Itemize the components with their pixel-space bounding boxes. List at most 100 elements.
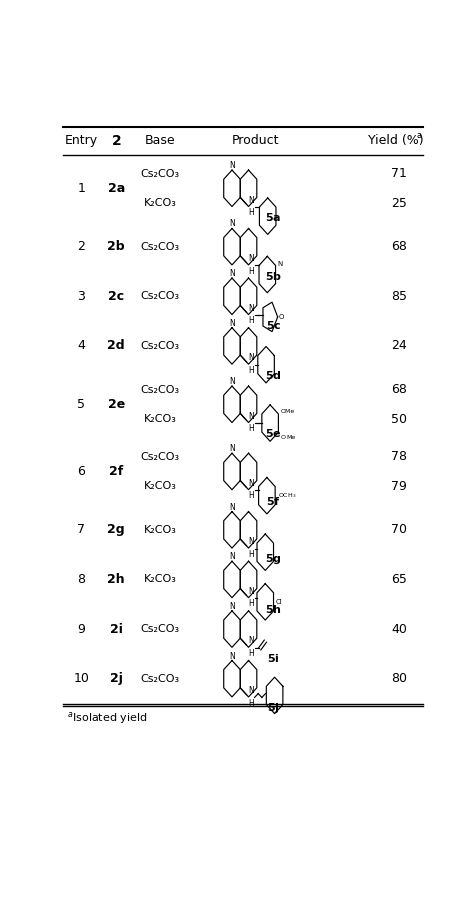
Text: $\bf{5i}$: $\bf{5i}$ bbox=[267, 652, 280, 664]
Text: Cs₂CO₃: Cs₂CO₃ bbox=[141, 341, 180, 351]
Text: Me: Me bbox=[287, 435, 296, 440]
Text: Cs₂CO₃: Cs₂CO₃ bbox=[141, 385, 180, 395]
Text: N: N bbox=[248, 636, 254, 645]
Text: H: H bbox=[248, 600, 254, 608]
Text: N: N bbox=[229, 318, 235, 328]
Text: 2: 2 bbox=[77, 240, 85, 253]
Text: Cs₂CO₃: Cs₂CO₃ bbox=[141, 673, 180, 683]
Text: K₂CO₃: K₂CO₃ bbox=[144, 481, 177, 491]
Text: 71: 71 bbox=[391, 167, 407, 180]
Text: O: O bbox=[280, 435, 285, 440]
Text: Cl: Cl bbox=[276, 599, 283, 605]
Text: $\bf{5a}$: $\bf{5a}$ bbox=[265, 211, 282, 224]
Text: 2e: 2e bbox=[108, 398, 125, 410]
Text: 9: 9 bbox=[77, 622, 85, 635]
Text: Cs₂CO₃: Cs₂CO₃ bbox=[141, 168, 180, 178]
Text: 2a: 2a bbox=[108, 182, 125, 195]
Text: H: H bbox=[248, 424, 254, 433]
Text: 1: 1 bbox=[77, 182, 85, 195]
Text: 2d: 2d bbox=[108, 339, 125, 352]
Text: N: N bbox=[248, 587, 254, 596]
Text: N: N bbox=[229, 444, 235, 453]
Text: 24: 24 bbox=[391, 339, 407, 352]
Text: Cs₂CO₃: Cs₂CO₃ bbox=[141, 451, 180, 461]
Text: 7: 7 bbox=[77, 523, 85, 536]
Text: H: H bbox=[248, 208, 254, 217]
Text: N: N bbox=[229, 377, 235, 386]
Text: N: N bbox=[229, 219, 235, 228]
Text: $\bf{5b}$: $\bf{5b}$ bbox=[265, 270, 282, 282]
Text: H: H bbox=[248, 366, 254, 375]
Text: 65: 65 bbox=[391, 573, 407, 586]
Text: a: a bbox=[417, 131, 422, 140]
Text: K₂CO₃: K₂CO₃ bbox=[144, 525, 177, 535]
Text: $^{a}$Isolated yield: $^{a}$Isolated yield bbox=[66, 710, 147, 725]
Text: N: N bbox=[248, 353, 254, 362]
Text: N: N bbox=[248, 686, 254, 695]
Text: 2h: 2h bbox=[108, 573, 125, 586]
Text: K₂CO₃: K₂CO₃ bbox=[144, 198, 177, 208]
Text: Cs₂CO₃: Cs₂CO₃ bbox=[141, 291, 180, 301]
Text: 2i: 2i bbox=[110, 622, 123, 635]
Text: N: N bbox=[229, 502, 235, 511]
Text: $\bf{5e}$: $\bf{5e}$ bbox=[265, 428, 282, 440]
Text: 80: 80 bbox=[391, 672, 407, 685]
Text: N: N bbox=[248, 479, 254, 488]
Text: 79: 79 bbox=[391, 480, 407, 492]
Text: $\bf{5g}$: $\bf{5g}$ bbox=[265, 552, 282, 566]
Text: 5: 5 bbox=[77, 398, 85, 410]
Text: $\bf{5h}$: $\bf{5h}$ bbox=[265, 602, 282, 614]
Text: H: H bbox=[248, 267, 254, 276]
Text: Entry: Entry bbox=[65, 135, 98, 147]
Text: Cs₂CO₃: Cs₂CO₃ bbox=[141, 624, 180, 634]
Text: H: H bbox=[248, 699, 254, 708]
Text: $\bf{5f}$: $\bf{5f}$ bbox=[266, 495, 281, 507]
Text: N: N bbox=[248, 304, 254, 312]
Text: 2g: 2g bbox=[108, 523, 125, 536]
Text: 4: 4 bbox=[77, 339, 85, 352]
Text: $\bf{5c}$: $\bf{5c}$ bbox=[265, 319, 281, 331]
Text: 10: 10 bbox=[73, 672, 89, 685]
Text: N: N bbox=[229, 161, 235, 170]
Text: H: H bbox=[248, 316, 254, 325]
Text: 85: 85 bbox=[391, 289, 407, 303]
Text: 2j: 2j bbox=[110, 672, 123, 685]
Text: N: N bbox=[229, 652, 235, 661]
Text: 3: 3 bbox=[77, 289, 85, 303]
Text: N: N bbox=[229, 269, 235, 278]
Text: 68: 68 bbox=[391, 240, 407, 253]
Text: $\bf{5j}$: $\bf{5j}$ bbox=[267, 701, 280, 715]
Text: 25: 25 bbox=[391, 197, 407, 209]
Text: 2b: 2b bbox=[108, 240, 125, 253]
Text: Product: Product bbox=[232, 135, 280, 147]
Text: 6: 6 bbox=[77, 465, 85, 478]
Text: Base: Base bbox=[145, 135, 175, 147]
Text: 50: 50 bbox=[391, 412, 407, 426]
Text: H: H bbox=[248, 491, 254, 501]
Text: 78: 78 bbox=[391, 450, 407, 463]
Text: OCH$_3$: OCH$_3$ bbox=[278, 491, 296, 501]
Text: 70: 70 bbox=[391, 523, 407, 536]
Text: Cs₂CO₃: Cs₂CO₃ bbox=[141, 242, 180, 252]
Text: N: N bbox=[248, 196, 254, 205]
Text: $\bf{2}$: $\bf{2}$ bbox=[111, 134, 121, 147]
Text: N: N bbox=[229, 602, 235, 611]
Text: 2f: 2f bbox=[109, 465, 123, 478]
Text: H: H bbox=[248, 649, 254, 658]
Text: O: O bbox=[279, 314, 284, 320]
Text: 8: 8 bbox=[77, 573, 85, 586]
Text: N: N bbox=[248, 254, 254, 263]
Text: N: N bbox=[277, 261, 283, 267]
Text: $\bf{5d}$: $\bf{5d}$ bbox=[265, 369, 282, 381]
Text: H: H bbox=[248, 550, 254, 559]
Text: N: N bbox=[248, 537, 254, 546]
Text: 68: 68 bbox=[391, 383, 407, 396]
Text: N: N bbox=[229, 552, 235, 561]
Text: K₂CO₃: K₂CO₃ bbox=[144, 414, 177, 424]
Text: 2c: 2c bbox=[108, 289, 124, 303]
Text: Yield (%): Yield (%) bbox=[367, 135, 423, 147]
Text: K₂CO₃: K₂CO₃ bbox=[144, 574, 177, 584]
Text: 40: 40 bbox=[391, 622, 407, 635]
Text: N: N bbox=[248, 411, 254, 420]
Text: OMe: OMe bbox=[280, 409, 294, 414]
